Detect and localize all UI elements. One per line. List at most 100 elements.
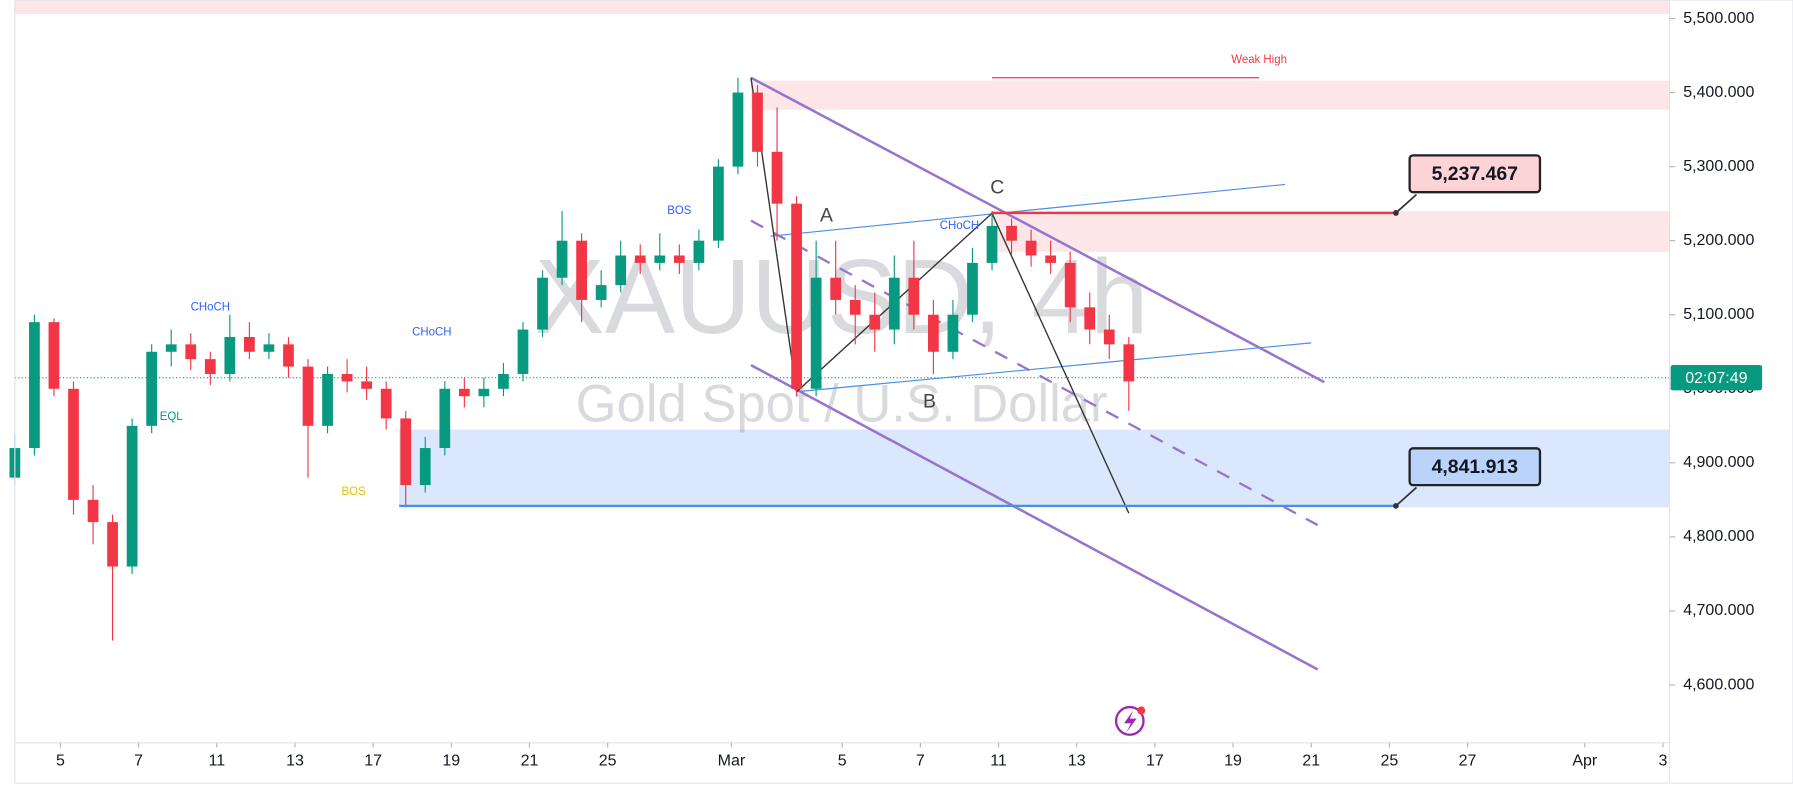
candle-body [634,255,646,263]
x-tick-label: 17 [364,751,382,769]
candle-body [830,277,842,300]
candle-body [986,225,998,263]
x-tick-label: 5 [56,751,65,769]
candle-body [615,255,627,286]
candle-body [283,344,294,367]
zone [750,80,1670,110]
candle-body [517,329,529,374]
candle-body [498,373,509,389]
y-tick-label: 5,300.000 [1683,157,1754,175]
candle-body [752,92,763,152]
candle-body [419,448,431,486]
candle-body [361,381,373,389]
annotation: CHoCH [191,301,230,313]
alert-icon[interactable] [1114,705,1146,736]
candle-body [1123,344,1135,382]
candle-body [439,388,451,449]
candle-body [869,314,881,330]
y-tick-label: 5,200.000 [1683,231,1754,249]
candle-body [1103,329,1115,345]
zone [14,0,1670,15]
countdown-label: 02:07:49 [1685,369,1747,387]
x-tick-label: 11 [209,751,226,769]
candle-body [791,203,802,389]
candle-body [204,359,216,374]
candle-body [908,277,920,315]
candle-body [380,388,392,419]
candle-body [244,336,255,352]
candle-body [1064,262,1076,308]
x-tick-label: 7 [134,751,143,769]
x-tick-label: 25 [599,751,617,769]
annotation: BOS [667,205,691,217]
trend-line [770,183,1286,237]
candle-body [1025,240,1037,256]
level-box [1408,447,1542,487]
x-tick-label: 5 [838,751,847,769]
x-tick-label: 21 [1302,751,1320,769]
candle-body [576,240,587,300]
x-tick-label: 17 [1146,751,1164,769]
candle-body [556,240,568,278]
annotation: C [990,176,1004,198]
candle-body [888,277,900,330]
candle-body [732,92,744,167]
x-tick-label: 19 [1224,751,1242,769]
candle-body [322,373,333,426]
frame [14,0,1793,784]
candle-body [928,314,939,352]
x-tick-label: 13 [286,751,304,769]
y-tick-label: 5,400.000 [1683,83,1754,101]
annotation: CHoCH [940,220,979,232]
annotation: BOS [342,486,366,498]
candle-body [947,314,959,352]
candle-body [693,240,705,263]
x-tick-label: 27 [1459,751,1477,769]
trend-line [750,219,1319,527]
x-tick-label: 19 [442,751,460,769]
candle-body [87,499,99,523]
candle-body [165,344,177,352]
countdown-tag [1670,365,1763,391]
y-tick-label: 4,700.000 [1683,601,1754,619]
candle-body [673,255,685,263]
candle-body [224,336,236,374]
candle-body [341,373,353,382]
trend-line [750,76,1325,384]
zone [992,211,1670,252]
candle-body [967,262,978,315]
candle-body [458,388,470,397]
candle-body [48,322,60,389]
candle-body [654,255,666,263]
level-label: 4,841.913 [1432,456,1519,478]
x-tick-label: 11 [990,751,1007,769]
x-tick-label: 21 [521,751,539,769]
candle-body [849,299,861,315]
annotation: A [820,204,833,226]
y-tick-label: 4,600.000 [1683,675,1754,693]
trend-line [991,212,1130,514]
candle-body [302,366,314,426]
x-tick-label: 7 [916,751,925,769]
candle-body [1084,307,1096,330]
candle-body [107,522,118,567]
y-tick-label: 5,500.000 [1683,9,1754,27]
candle-body [478,388,490,397]
trend-line [750,363,1319,671]
y-tick-label: 4,900.000 [1683,453,1754,471]
trend-line [796,342,1312,393]
candle-body [771,151,783,204]
watermark-title: XAUUSD, 4h [535,238,1149,356]
candle-body [146,351,158,426]
candle-body [263,344,275,352]
x-tick-label: 3 [1659,751,1668,769]
y-tick-label: 4,800.000 [1683,527,1754,545]
candle-body [126,425,138,567]
annotation: EQL [160,411,183,423]
annotation: B [923,390,936,412]
candle-body [68,388,79,500]
x-tick-label: Apr [1572,751,1598,769]
x-tick-label: 25 [1380,751,1398,769]
